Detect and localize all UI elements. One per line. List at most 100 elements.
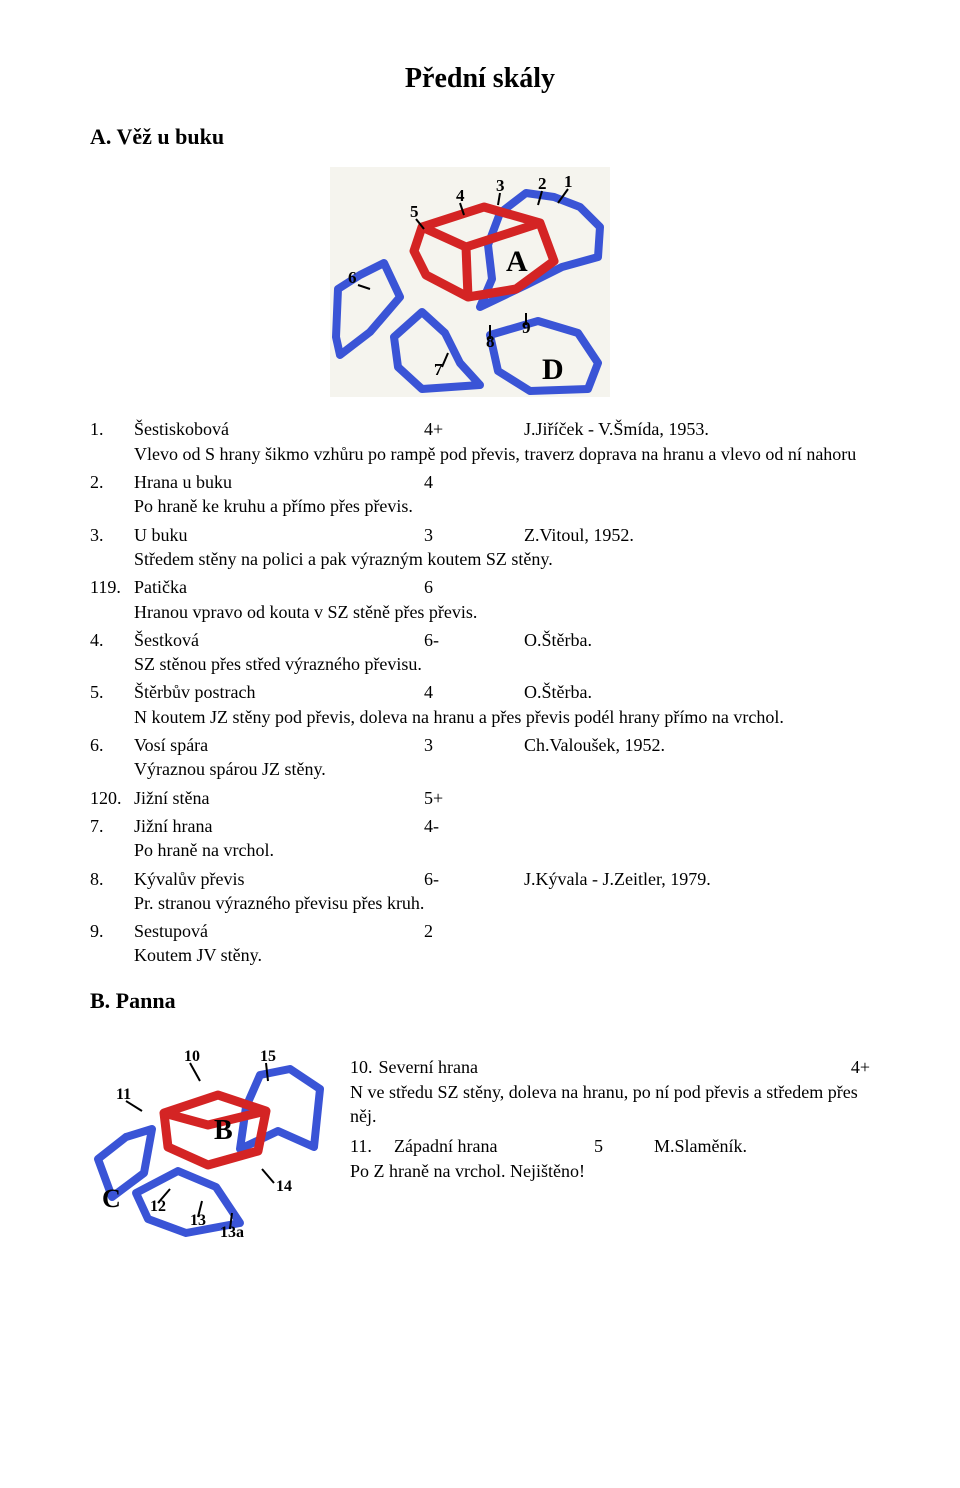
svg-text:10: 10: [184, 1048, 200, 1065]
route-number: 4.: [90, 628, 134, 652]
route-item: 119. Patička 6 Hranou vpravo od kouta v …: [90, 575, 870, 624]
svg-text:6: 6: [348, 268, 357, 287]
routes-a: 1. Šestiskobová 4+ J.Jiříček - V.Šmída, …: [90, 417, 870, 967]
route-author: Ch.Valoušek, 1952.: [524, 733, 870, 757]
svg-text:14: 14: [276, 1178, 292, 1195]
route-name: Šestková: [134, 628, 424, 652]
route-desc: Vlevo od S hrany šikmo vzhůru po rampě p…: [134, 442, 870, 466]
route-item: 120. Jižní stěna 5+: [90, 786, 870, 810]
route-number: 1.: [90, 417, 134, 441]
route-author: O.Štěrba.: [524, 628, 870, 652]
route-desc: Po Z hraně na vrchol. Nejištěno!: [350, 1159, 870, 1183]
route-name: Jižní hrana: [134, 814, 424, 838]
svg-text:4: 4: [456, 186, 465, 205]
route-author: J.Jiříček - V.Šmída, 1953.: [524, 417, 870, 441]
route-grade: 4-: [424, 814, 524, 838]
route-name: Sestupová: [134, 919, 424, 943]
route-author: [524, 575, 870, 599]
svg-text:2: 2: [538, 174, 547, 193]
route-item: 9. Sestupová 2 Koutem JV stěny.: [90, 919, 870, 968]
route-desc: Po hraně ke kruhu a přímo přes převis.: [134, 494, 870, 518]
route-grade: 3: [424, 523, 524, 547]
svg-text:15: 15: [260, 1048, 276, 1065]
route-number: 5.: [90, 680, 134, 704]
svg-text:7: 7: [434, 360, 443, 379]
route-author: O.Štěrba.: [524, 680, 870, 704]
route-grade: 4: [424, 470, 524, 494]
route-number: 2.: [90, 470, 134, 494]
route-item: 10. Severní hrana 4+ N ve středu SZ stěn…: [350, 1055, 870, 1128]
svg-text:A: A: [506, 245, 528, 278]
route-number: 119.: [90, 575, 134, 599]
route-number: 6.: [90, 733, 134, 757]
route-name: Patička: [134, 575, 424, 599]
route-name: Vosí spára: [134, 733, 424, 757]
route-item: 3. U buku 3 Z.Vitoul, 1952. Středem stěn…: [90, 523, 870, 572]
route-number: 11.: [350, 1134, 394, 1158]
route-number: 7.: [90, 814, 134, 838]
route-name: Kývalův převis: [134, 867, 424, 891]
topo-a-diagram: 1 2 3 4 5 6 7 8 9 A D: [330, 167, 610, 397]
route-grade: 4+: [851, 1055, 870, 1079]
svg-text:B: B: [214, 1115, 233, 1146]
route-author: [524, 470, 870, 494]
route-name: U buku: [134, 523, 424, 547]
svg-text:C: C: [102, 1184, 121, 1213]
route-number: 120.: [90, 786, 134, 810]
route-grade: 3: [424, 733, 524, 757]
route-number: 3.: [90, 523, 134, 547]
route-name: Západní hrana: [394, 1134, 594, 1158]
route-author: J.Kývala - J.Zeitler, 1979.: [524, 867, 870, 891]
route-desc: SZ stěnou přes střed výrazného převisu.: [134, 652, 870, 676]
route-author: [524, 919, 870, 943]
route-desc: Hranou vpravo od kouta v SZ stěně přes p…: [134, 600, 870, 624]
route-number: 8.: [90, 867, 134, 891]
route-grade: 2: [424, 919, 524, 943]
route-grade: 4+: [424, 417, 524, 441]
route-grade: 6-: [424, 867, 524, 891]
route-number: 10.: [350, 1055, 373, 1079]
section-b-heading: B. Panna: [90, 986, 870, 1016]
route-name: Štěrbův postrach: [134, 680, 424, 704]
route-item: 2. Hrana u buku 4 Po hraně ke kruhu a př…: [90, 470, 870, 519]
route-name: Severní hrana: [379, 1055, 478, 1079]
page-title: Přední skály: [90, 60, 870, 98]
topo-b-diagram: 10 11 12 13 13a 14 15 B C: [90, 1041, 330, 1241]
route-name: Hrana u buku: [134, 470, 424, 494]
route-desc: Koutem JV stěny.: [134, 943, 870, 967]
route-grade: 6-: [424, 628, 524, 652]
route-item: 6. Vosí spára 3 Ch.Valoušek, 1952. Výraz…: [90, 733, 870, 782]
route-item: 7. Jižní hrana 4- Po hraně na vrchol.: [90, 814, 870, 863]
route-grade: 5+: [424, 786, 524, 810]
route-desc: Středem stěny na polici a pak výrazným k…: [134, 547, 870, 571]
svg-text:3: 3: [496, 176, 505, 195]
svg-text:12: 12: [150, 1198, 166, 1215]
route-item: 4. Šestková 6- O.Štěrba. SZ stěnou přes …: [90, 628, 870, 677]
route-grade: 4: [424, 680, 524, 704]
routes-b: 10. Severní hrana 4+ N ve středu SZ stěn…: [350, 1031, 870, 1182]
route-desc: Výraznou spárou JZ stěny.: [134, 757, 870, 781]
svg-text:11: 11: [116, 1086, 131, 1103]
section-a-heading: A. Věž u buku: [90, 122, 870, 152]
route-author: Z.Vitoul, 1952.: [524, 523, 870, 547]
route-desc: Po hraně na vrchol.: [134, 838, 870, 862]
svg-text:D: D: [542, 353, 564, 386]
svg-text:13a: 13a: [220, 1224, 244, 1241]
route-desc: N ve středu SZ stěny, doleva na hranu, p…: [350, 1080, 870, 1129]
svg-text:5: 5: [410, 202, 419, 221]
route-grade: 5: [594, 1134, 654, 1158]
route-author: [524, 786, 870, 810]
route-item: 1. Šestiskobová 4+ J.Jiříček - V.Šmída, …: [90, 417, 870, 466]
route-desc: Pr. stranou výrazného převisu přes kruh.: [134, 891, 870, 915]
route-item: 11. Západní hrana 5 M.Slaměník. Po Z hra…: [350, 1134, 870, 1183]
route-author: M.Slaměník.: [654, 1134, 870, 1158]
route-item: 8. Kývalův převis 6- J.Kývala - J.Zeitle…: [90, 867, 870, 916]
route-number: 9.: [90, 919, 134, 943]
route-desc: N koutem JZ stěny pod převis, doleva na …: [134, 705, 870, 729]
route-author: [524, 814, 870, 838]
route-name: Šestiskobová: [134, 417, 424, 441]
route-grade: 6: [424, 575, 524, 599]
route-item: 5. Štěrbův postrach 4 O.Štěrba. N koutem…: [90, 680, 870, 729]
svg-text:1: 1: [564, 172, 573, 191]
route-name: Jižní stěna: [134, 786, 424, 810]
